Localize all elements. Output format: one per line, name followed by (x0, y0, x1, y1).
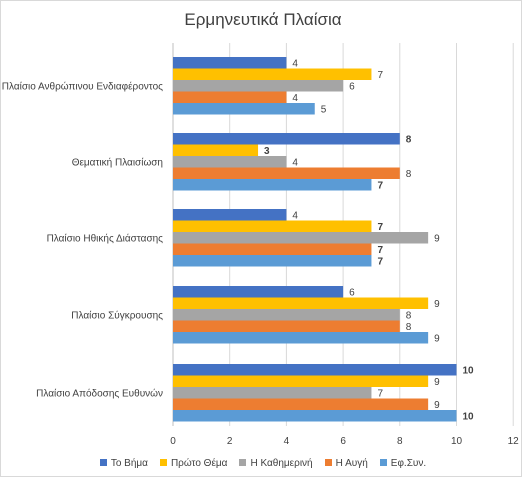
bar (173, 232, 429, 244)
bar (173, 398, 429, 410)
x-tick-label: 10 (451, 436, 463, 447)
category-label: Πλαίσιο Ηθικής Διάστασης (47, 232, 164, 244)
data-label: 7 (377, 388, 383, 399)
data-label: 9 (434, 377, 440, 388)
data-label: 8 (406, 322, 412, 333)
legend-swatch (159, 458, 167, 466)
data-label: 7 (377, 180, 383, 191)
data-label: 9 (434, 299, 440, 310)
legend-item: Η Καθημερινή (239, 458, 313, 469)
legend-label: Η Αυγή (335, 458, 368, 469)
bar (173, 144, 259, 156)
legend-swatch (379, 458, 387, 466)
data-label: 8 (406, 169, 412, 180)
legend-label: Εφ.Συν. (390, 458, 427, 469)
data-label: 10 (463, 365, 475, 376)
x-tick-label: 4 (284, 436, 290, 447)
data-label: 4 (292, 93, 298, 104)
bar (173, 91, 287, 103)
category-label: Πλαίσιο Σύγκρουσης (71, 309, 163, 321)
bar (173, 179, 372, 191)
bar (173, 332, 429, 344)
legend-swatch (324, 458, 332, 466)
bar (173, 167, 400, 179)
bar (173, 57, 287, 69)
chart-title: Ερμηνευτικά Πλαίσια (184, 10, 342, 29)
bar (173, 364, 457, 376)
data-label: 9 (434, 333, 440, 344)
legend-label: Το Βήμα (110, 458, 148, 469)
data-label: 7 (377, 70, 383, 81)
data-label: 3 (264, 146, 270, 157)
data-label: 7 (377, 256, 383, 267)
bar (173, 80, 344, 92)
bar (173, 133, 400, 145)
data-label: 4 (292, 58, 298, 69)
bar (173, 255, 372, 267)
legend-swatch (99, 458, 107, 466)
legend-item: Το Βήμα (99, 458, 148, 469)
data-label: 8 (406, 134, 412, 145)
x-tick-label: 0 (170, 436, 176, 447)
data-label: 6 (349, 81, 355, 92)
data-label: 4 (292, 210, 298, 221)
x-tick-label: 8 (397, 436, 403, 447)
data-label: 8 (406, 310, 412, 321)
bar (173, 320, 400, 332)
bar (173, 387, 372, 399)
data-label: 9 (434, 233, 440, 244)
data-label: 9 (434, 400, 440, 411)
category-label: Πλαίσιο Ανθρώπινου Ενδιαφέροντος (2, 80, 163, 92)
bar (173, 286, 344, 298)
legend-label: Πρώτο Θέμα (170, 458, 228, 469)
bar (173, 156, 287, 168)
bar (173, 309, 400, 321)
bar (173, 375, 429, 387)
legend-item: Η Αυγή (324, 458, 368, 469)
legend: Το Βήμα Πρώτο Θέμα Η Καθημερινή Η Αυγή Εφ.Συ… (0, 458, 526, 469)
data-label: 6 (349, 287, 355, 298)
bar (173, 220, 372, 232)
x-tick-label: 2 (227, 436, 233, 447)
bar (173, 410, 457, 422)
legend-item: Εφ.Συν. (379, 458, 427, 469)
data-label: 5 (321, 104, 327, 115)
x-tick-label: 12 (508, 436, 520, 447)
bar (173, 209, 287, 221)
category-label: Πλαίσιο Απόδοσης Ευθυνών (36, 387, 163, 399)
data-label: 10 (463, 411, 475, 422)
legend-swatch (239, 458, 247, 466)
data-label: 4 (292, 157, 298, 168)
category-label: Θεματική Πλαισίωση (72, 156, 163, 168)
bar (173, 243, 372, 255)
data-label: 7 (377, 222, 383, 233)
legend-label: Η Καθημερινή (250, 458, 313, 469)
legend-item: Πρώτο Θέμα (159, 458, 228, 469)
x-tick-label: 6 (340, 436, 346, 447)
data-label: 7 (377, 245, 383, 256)
bar (173, 297, 429, 309)
bar (173, 68, 372, 80)
bar (173, 103, 315, 115)
